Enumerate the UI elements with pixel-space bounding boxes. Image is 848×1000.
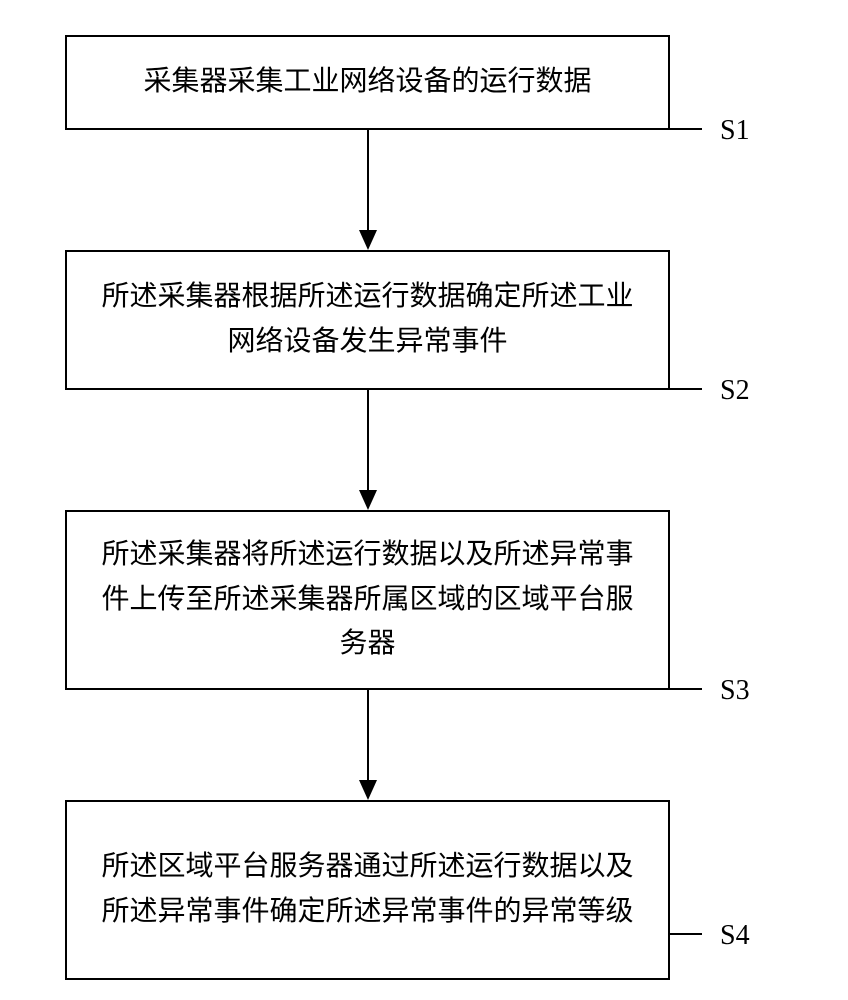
- arrow-s3-s4: [355, 690, 381, 800]
- flowchart-container: 采集器采集工业网络设备的运行数据 S1 所述采集器根据所述运行数据确定所述工业网…: [0, 0, 848, 1000]
- label-connector-s1: [670, 128, 702, 130]
- label-connector-s4: [670, 933, 702, 935]
- step-label-s2: S2: [720, 375, 750, 407]
- step-box-s3: 所述采集器将所述运行数据以及所述异常事件上传至所述采集器所属区域的区域平台服务器: [65, 510, 670, 690]
- step-text: 所述采集器将所述运行数据以及所述异常事件上传至所述采集器所属区域的区域平台服务器: [95, 533, 640, 667]
- step-box-s2: 所述采集器根据所述运行数据确定所述工业网络设备发生异常事件: [65, 250, 670, 390]
- step-label-s3: S3: [720, 675, 750, 707]
- step-label-s4: S4: [720, 920, 750, 952]
- step-box-s1: 采集器采集工业网络设备的运行数据: [65, 35, 670, 130]
- step-text: 所述区域平台服务器通过所述运行数据以及所述异常事件确定所述异常事件的异常等级: [95, 845, 640, 935]
- step-text: 所述采集器根据所述运行数据确定所述工业网络设备发生异常事件: [95, 275, 640, 365]
- step-box-s4: 所述区域平台服务器通过所述运行数据以及所述异常事件确定所述异常事件的异常等级: [65, 800, 670, 980]
- step-text: 采集器采集工业网络设备的运行数据: [143, 60, 591, 105]
- arrow-s2-s3: [355, 390, 381, 510]
- label-connector-s3: [670, 688, 702, 690]
- step-label-s1: S1: [720, 115, 750, 147]
- label-connector-s2: [670, 388, 702, 390]
- arrow-s1-s2: [355, 130, 381, 250]
